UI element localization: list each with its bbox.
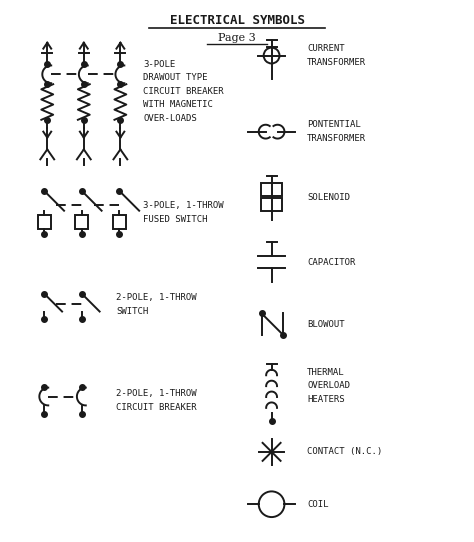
Text: PONTENTIAL
TRANSFORMER: PONTENTIAL TRANSFORMER xyxy=(307,120,366,143)
Text: 2-POLE, 1-THROW
CIRCUIT BREAKER: 2-POLE, 1-THROW CIRCUIT BREAKER xyxy=(117,389,197,412)
Text: THERMAL
OVERLOAD
HEATERS: THERMAL OVERLOAD HEATERS xyxy=(307,367,350,404)
Text: 3-POLE, 1-THROW
FUSED SWITCH: 3-POLE, 1-THROW FUSED SWITCH xyxy=(143,202,224,224)
Text: CURRENT
TRANSFORMER: CURRENT TRANSFORMER xyxy=(307,44,366,67)
Text: 3-POLE
DRAWOUT TYPE
CIRCUIT BREAKER
WITH MAGNETIC
OVER-LOADS: 3-POLE DRAWOUT TYPE CIRCUIT BREAKER WITH… xyxy=(143,60,224,122)
Bar xyxy=(113,215,126,229)
Text: ELECTRICAL SYMBOLS: ELECTRICAL SYMBOLS xyxy=(170,15,304,28)
Bar xyxy=(38,215,51,229)
Text: COIL: COIL xyxy=(307,500,328,509)
Bar xyxy=(261,183,283,196)
Bar xyxy=(261,198,283,211)
Bar xyxy=(75,215,88,229)
Text: Page 3: Page 3 xyxy=(218,33,256,43)
Text: CAPACITOR: CAPACITOR xyxy=(307,257,356,267)
Text: BLOWOUT: BLOWOUT xyxy=(307,320,345,329)
Text: SOLENOID: SOLENOID xyxy=(307,193,350,202)
Text: CONTACT (N.C.): CONTACT (N.C.) xyxy=(307,447,383,456)
Text: 2-POLE, 1-THROW
SWITCH: 2-POLE, 1-THROW SWITCH xyxy=(117,293,197,316)
